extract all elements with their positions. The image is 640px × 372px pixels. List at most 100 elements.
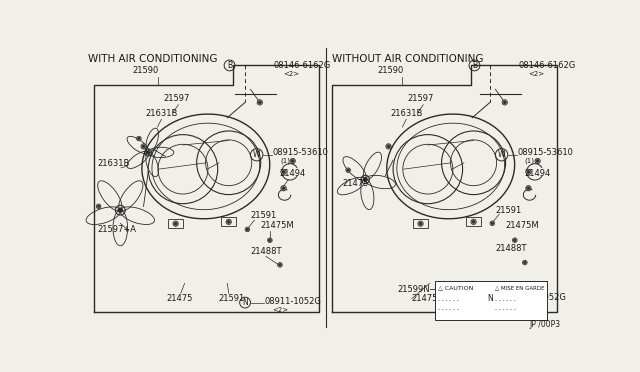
Circle shape: [536, 160, 539, 162]
Circle shape: [281, 169, 286, 174]
Text: 21597: 21597: [408, 94, 434, 103]
Circle shape: [527, 170, 530, 173]
Circle shape: [246, 228, 248, 231]
Text: WITHOUT AIR CONDITIONING: WITHOUT AIR CONDITIONING: [332, 54, 483, 64]
Circle shape: [525, 169, 531, 174]
Text: 21591: 21591: [250, 211, 276, 220]
Text: 21475M: 21475M: [506, 221, 539, 230]
Circle shape: [524, 262, 526, 264]
Circle shape: [282, 187, 285, 190]
Circle shape: [386, 144, 391, 149]
Text: 08146-6162G: 08146-6162G: [518, 61, 576, 70]
Text: 21494: 21494: [524, 170, 550, 179]
Circle shape: [147, 151, 150, 154]
Circle shape: [490, 221, 495, 225]
Text: <2>: <2>: [272, 307, 289, 312]
Text: B: B: [472, 61, 477, 70]
Bar: [413, 219, 428, 228]
Circle shape: [257, 100, 262, 105]
Circle shape: [141, 144, 147, 149]
Circle shape: [527, 187, 530, 190]
Text: N: N: [487, 294, 493, 303]
Circle shape: [472, 221, 475, 223]
Circle shape: [535, 158, 540, 164]
Circle shape: [513, 238, 517, 243]
Text: <2>: <2>: [517, 303, 533, 309]
Text: 08911-1052G: 08911-1052G: [264, 296, 321, 305]
Circle shape: [282, 170, 285, 173]
Circle shape: [268, 238, 272, 243]
Text: W: W: [253, 150, 260, 159]
Circle shape: [502, 100, 508, 105]
Circle shape: [522, 260, 527, 265]
Text: 08146-6162G: 08146-6162G: [274, 61, 331, 70]
Text: △ MISE EN GARDE: △ MISE EN GARDE: [495, 286, 545, 291]
Circle shape: [281, 186, 286, 191]
Circle shape: [138, 137, 140, 140]
Text: 21494: 21494: [279, 170, 305, 179]
Text: 21597: 21597: [163, 94, 189, 103]
Circle shape: [259, 101, 261, 104]
Text: 21631B: 21631B: [97, 160, 129, 169]
Text: 21591: 21591: [218, 294, 244, 303]
Text: WITH AIR CONDITIONING: WITH AIR CONDITIONING: [88, 54, 217, 64]
Circle shape: [471, 219, 476, 225]
Circle shape: [491, 222, 493, 224]
Bar: [435, 281, 547, 320]
Circle shape: [226, 219, 232, 225]
Circle shape: [227, 221, 230, 223]
Text: - - - - - -: - - - - - -: [438, 298, 459, 303]
Text: 21590: 21590: [132, 65, 159, 74]
Text: <2>: <2>: [528, 71, 544, 77]
Bar: [221, 217, 236, 227]
Text: JP /00P3: JP /00P3: [529, 320, 561, 329]
Circle shape: [419, 222, 422, 225]
Text: 21475: 21475: [412, 294, 438, 303]
Circle shape: [503, 101, 506, 104]
Text: 08915-53610: 08915-53610: [517, 148, 573, 157]
Bar: [168, 219, 183, 228]
Text: - - - - - -: - - - - - -: [495, 298, 516, 303]
Circle shape: [514, 239, 516, 241]
Circle shape: [346, 168, 351, 173]
Text: 21488T: 21488T: [495, 244, 527, 253]
Circle shape: [118, 208, 123, 212]
Circle shape: [136, 136, 141, 141]
Text: 21488T: 21488T: [250, 247, 282, 256]
Text: 08911-1052G: 08911-1052G: [509, 293, 566, 302]
Text: 21591: 21591: [495, 206, 522, 215]
Text: 21590: 21590: [378, 65, 404, 74]
Circle shape: [279, 264, 281, 266]
Text: - - - - - -: - - - - - -: [495, 307, 516, 312]
Text: B: B: [227, 61, 232, 70]
Text: N: N: [242, 298, 248, 307]
Bar: [467, 217, 481, 227]
Text: 21631B: 21631B: [391, 109, 423, 118]
Text: W: W: [498, 150, 506, 159]
Text: 21599N—: 21599N—: [397, 285, 439, 294]
Circle shape: [364, 177, 367, 181]
Circle shape: [142, 145, 145, 148]
Text: (1): (1): [280, 158, 290, 164]
Circle shape: [245, 227, 250, 232]
Circle shape: [269, 239, 271, 241]
Circle shape: [278, 263, 282, 267]
Circle shape: [347, 169, 349, 171]
Circle shape: [387, 145, 390, 148]
Circle shape: [173, 221, 179, 226]
Text: 21631B: 21631B: [146, 109, 179, 118]
Text: (1): (1): [525, 158, 535, 164]
Circle shape: [97, 205, 100, 208]
Circle shape: [96, 204, 101, 209]
Text: 21475: 21475: [342, 179, 369, 188]
Circle shape: [418, 221, 423, 226]
Text: △ CAUTION: △ CAUTION: [438, 286, 474, 291]
Text: 21475: 21475: [167, 294, 193, 303]
Text: 21597+A: 21597+A: [97, 225, 136, 234]
Circle shape: [525, 186, 531, 191]
Circle shape: [290, 158, 296, 164]
Circle shape: [291, 160, 294, 162]
Text: 08915-53610: 08915-53610: [272, 148, 328, 157]
Text: <2>: <2>: [283, 71, 299, 77]
Text: - - - - - -: - - - - - -: [438, 307, 459, 312]
